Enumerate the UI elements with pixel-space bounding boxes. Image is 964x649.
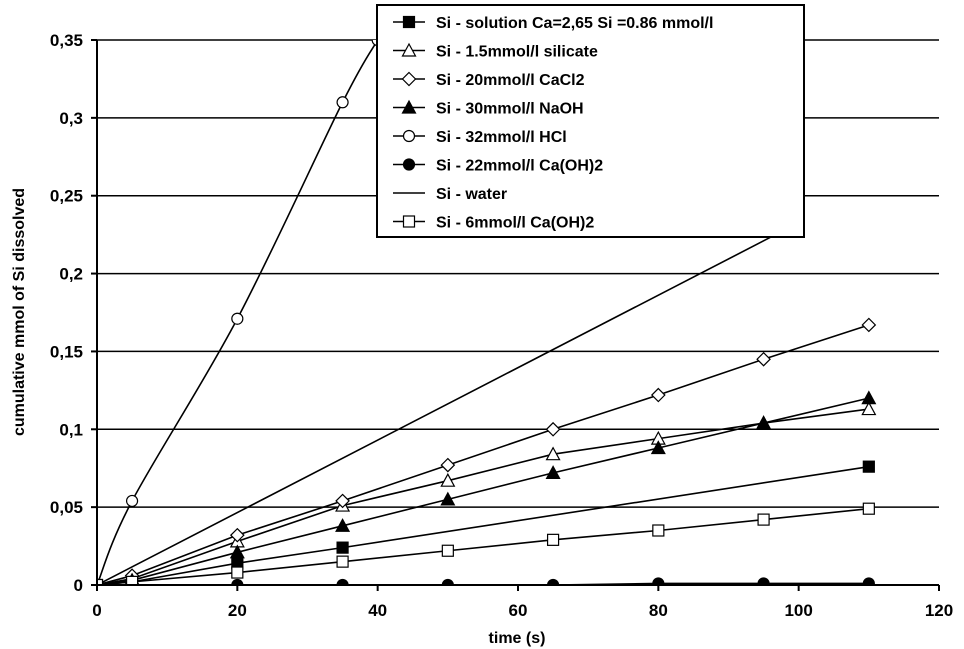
y-tick-label: 0 bbox=[74, 576, 83, 595]
x-tick-label: 120 bbox=[925, 601, 953, 620]
data-point bbox=[442, 545, 453, 556]
data-point bbox=[653, 525, 664, 536]
x-tick-label: 0 bbox=[92, 601, 101, 620]
y-tick-label: 0,2 bbox=[59, 265, 83, 284]
data-point bbox=[863, 503, 874, 514]
legend-label: Si - 30mmol/l NaOH bbox=[436, 101, 584, 118]
y-tick-label: 0,05 bbox=[50, 498, 83, 517]
legend-label: Si - 20mmol/l CaCl2 bbox=[436, 72, 585, 89]
legend: Si - solution Ca=2,65 Si =0.86 mmol/l Si … bbox=[377, 5, 804, 237]
data-point bbox=[863, 578, 874, 589]
y-tick-label: 0,15 bbox=[50, 342, 83, 361]
data-point bbox=[337, 97, 348, 108]
y-tick-label: 0,1 bbox=[59, 420, 83, 439]
data-point bbox=[232, 567, 243, 578]
data-point bbox=[232, 313, 243, 324]
data-point bbox=[337, 556, 348, 567]
legend-item-0: Si - solution Ca=2,65 Si =0.86 mmol/l bbox=[393, 15, 713, 32]
x-tick-label: 60 bbox=[509, 601, 528, 620]
x-tick-label: 20 bbox=[228, 601, 247, 620]
y-tick-label: 0,25 bbox=[50, 187, 83, 206]
x-tick-label: 100 bbox=[784, 601, 812, 620]
y-tick-label: 0,3 bbox=[59, 109, 83, 128]
data-point bbox=[758, 578, 769, 589]
legend-marker bbox=[404, 131, 415, 142]
y-axis-title: cumulative mmol of Si dissolved bbox=[11, 188, 28, 436]
legend-label: Si - 32mmol/l HCl bbox=[436, 129, 567, 146]
x-tick-label: 40 bbox=[368, 601, 387, 620]
legend-marker bbox=[404, 216, 415, 227]
legend-label: Si - 22mmol/l Ca(OH)2 bbox=[436, 158, 603, 175]
x-tick-label: 80 bbox=[649, 601, 668, 620]
data-point bbox=[337, 542, 348, 553]
legend-marker bbox=[404, 17, 415, 28]
legend-label: Si - water bbox=[436, 186, 507, 203]
data-point bbox=[127, 495, 138, 506]
data-point bbox=[863, 461, 874, 472]
legend-label: Si - solution Ca=2,65 Si =0.86 mmol/l bbox=[436, 15, 713, 32]
x-axis-title: time (s) bbox=[489, 630, 546, 647]
y-tick-label: 0,35 bbox=[50, 31, 83, 50]
legend-label: Si - 1.5mmol/l silicate bbox=[436, 44, 598, 61]
data-point bbox=[758, 514, 769, 525]
data-point bbox=[548, 534, 559, 545]
legend-marker bbox=[404, 159, 415, 170]
legend-label: Si - 6mmol/l Ca(OH)2 bbox=[436, 215, 594, 232]
